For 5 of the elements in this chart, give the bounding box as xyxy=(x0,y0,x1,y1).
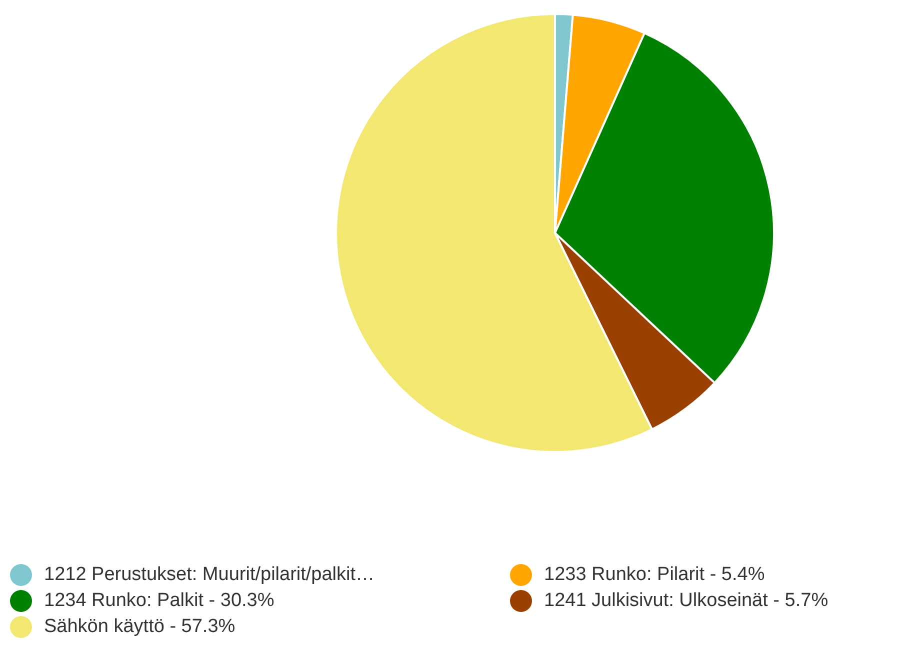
legend-label: 1212 Perustukset: Muurit/pilarit/palkit… xyxy=(44,564,375,586)
legend-label: 1234 Runko: Palkit - 30.3% xyxy=(44,590,274,612)
legend-label: Sähkön käyttö - 57.3% xyxy=(44,616,236,638)
legend-label: 1241 Julkisivut: Ulkoseinät - 5.7% xyxy=(544,590,828,612)
legend-label: 1233 Runko: Pilarit - 5.4% xyxy=(544,564,765,586)
